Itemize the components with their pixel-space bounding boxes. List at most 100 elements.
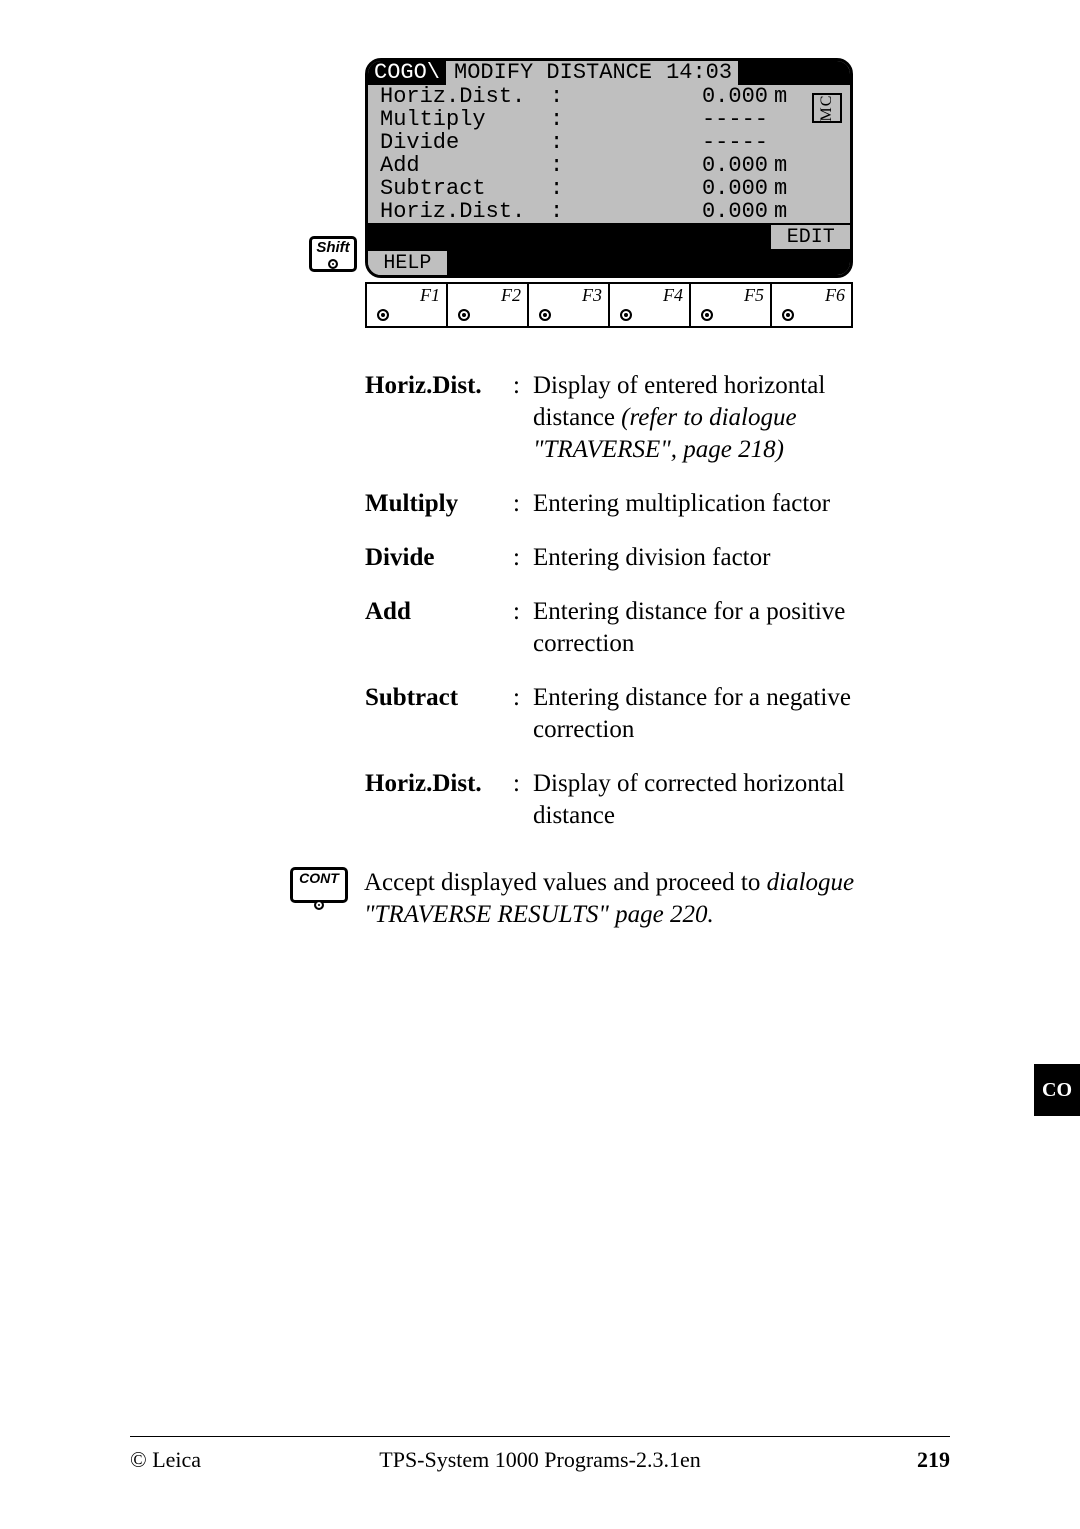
key-dot-icon (701, 309, 713, 321)
definition-list: Horiz.Dist. : Display of entered horizon… (365, 370, 860, 854)
key-dot-icon (377, 309, 389, 321)
row-label: Add (380, 154, 550, 177)
softkey[interactable] (610, 225, 691, 249)
device-row: Subtract : 0.000 m (368, 177, 850, 200)
softkey[interactable] (691, 251, 772, 275)
fkey-f4[interactable]: F4 (610, 284, 691, 326)
def-colon: : (513, 596, 533, 660)
softkey-help[interactable]: HELP (368, 251, 449, 275)
row-value: ----- (570, 131, 774, 154)
device-row: Horiz.Dist. : 0.000 m (368, 85, 850, 108)
battery-icon (780, 69, 788, 77)
title-blackend (738, 61, 850, 85)
def-term: Divide (365, 542, 513, 574)
row-label: Horiz.Dist. (380, 85, 550, 108)
fkey-f6[interactable]: F6 (772, 284, 851, 326)
softkey[interactable] (610, 251, 691, 275)
softkey[interactable] (368, 225, 449, 249)
row-colon: : (550, 131, 570, 154)
definition-row: Add : Entering distance for a positive c… (365, 596, 860, 660)
row-unit: m (774, 85, 800, 108)
key-dot-icon (620, 309, 632, 321)
device-titlebar: COGO\ MODIFY DISTANCE 14:03 (368, 61, 850, 85)
row-colon: : (550, 154, 570, 177)
cont-block: CONT Accept displayed values and proceed… (290, 867, 860, 931)
def-colon: : (513, 488, 533, 520)
device-row: Horiz.Dist. : 0.000 m (368, 200, 850, 223)
def-colon: : (513, 370, 533, 466)
device-row: Divide : ----- (368, 131, 850, 154)
fkey-f2[interactable]: F2 (448, 284, 529, 326)
softkey[interactable] (691, 225, 772, 249)
softkey-bar-2: HELP (368, 249, 850, 275)
softkey[interactable] (449, 225, 530, 249)
def-body: Display of entered horizontal distance (… (533, 370, 860, 466)
device-row: Add : 0.000 m (368, 154, 850, 177)
row-label: Horiz.Dist. (380, 200, 550, 223)
definition-row: Multiply : Entering multiplication facto… (365, 488, 860, 520)
softkey[interactable] (449, 251, 530, 275)
page-footer: © Leica TPS-System 1000 Programs-2.3.1en… (130, 1436, 950, 1473)
row-unit: m (774, 200, 800, 223)
title-left: COGO\ (368, 61, 446, 85)
row-label: Divide (380, 131, 550, 154)
def-body: Entering multiplication factor (533, 488, 860, 520)
shift-key[interactable]: Shift (309, 236, 357, 272)
def-body: Entering distance for a negative correct… (533, 682, 860, 746)
def-colon: : (513, 542, 533, 574)
def-term: Multiply (365, 488, 513, 520)
row-unit: m (774, 154, 800, 177)
definition-row: Divide : Entering division factor (365, 542, 860, 574)
device-screen: COGO\ MODIFY DISTANCE 14:03 MC Horiz.Dis… (365, 58, 853, 278)
row-colon: : (550, 200, 570, 223)
cont-key[interactable]: CONT (290, 867, 348, 903)
def-body: Entering distance for a positive correct… (533, 596, 860, 660)
def-term: Horiz.Dist. (365, 768, 513, 832)
def-term: Subtract (365, 682, 513, 746)
row-value: 0.000 (570, 177, 774, 200)
def-term: Horiz.Dist. (365, 370, 513, 466)
definition-row: Horiz.Dist. : Display of entered horizon… (365, 370, 860, 466)
def-body: Entering division factor (533, 542, 860, 574)
row-label: Multiply (380, 108, 550, 131)
key-dot-icon (458, 309, 470, 321)
device-row: Multiply : ----- (368, 108, 850, 131)
cont-text: Accept displayed values and proceed to d… (364, 867, 860, 931)
mc-badge: MC (812, 93, 842, 123)
def-term: Add (365, 596, 513, 660)
row-colon: : (550, 85, 570, 108)
row-value: ----- (570, 108, 774, 131)
softkey-edit[interactable]: EDIT (771, 225, 850, 249)
row-label: Subtract (380, 177, 550, 200)
fkey-f3[interactable]: F3 (529, 284, 610, 326)
definition-row: Horiz.Dist. : Display of corrected horiz… (365, 768, 860, 832)
def-body: Display of corrected horizontal distance (533, 768, 860, 832)
key-dot-icon (314, 900, 324, 910)
fkey-f1[interactable]: F1 (367, 284, 448, 326)
softkey[interactable] (529, 225, 610, 249)
shift-label: Shift (312, 239, 354, 256)
row-unit: m (774, 177, 800, 200)
footer-mid: TPS-System 1000 Programs-2.3.1en (130, 1447, 950, 1473)
softkey[interactable] (529, 251, 610, 275)
softkey-bar-1: EDIT (368, 223, 850, 249)
key-dot-icon (539, 309, 551, 321)
side-tab-co: CO (1034, 1064, 1080, 1116)
title-time: 14:03 (660, 61, 738, 85)
cont-key-label: CONT (293, 870, 345, 886)
page: COGO\ MODIFY DISTANCE 14:03 MC Horiz.Dis… (0, 0, 1080, 1529)
row-colon: : (550, 177, 570, 200)
definition-row: Subtract : Entering distance for a negat… (365, 682, 860, 746)
key-dot-icon (782, 309, 794, 321)
row-value: 0.000 (570, 154, 774, 177)
def-colon: : (513, 682, 533, 746)
row-unit (774, 131, 800, 154)
fkey-f5[interactable]: F5 (691, 284, 772, 326)
row-colon: : (550, 108, 570, 131)
row-value: 0.000 (570, 200, 774, 223)
softkey[interactable] (771, 251, 850, 275)
def-colon: : (513, 768, 533, 832)
fkey-strip: F1 F2 F3 F4 F5 F6 (365, 282, 853, 328)
row-unit (774, 108, 800, 131)
key-dot-icon (328, 259, 338, 269)
